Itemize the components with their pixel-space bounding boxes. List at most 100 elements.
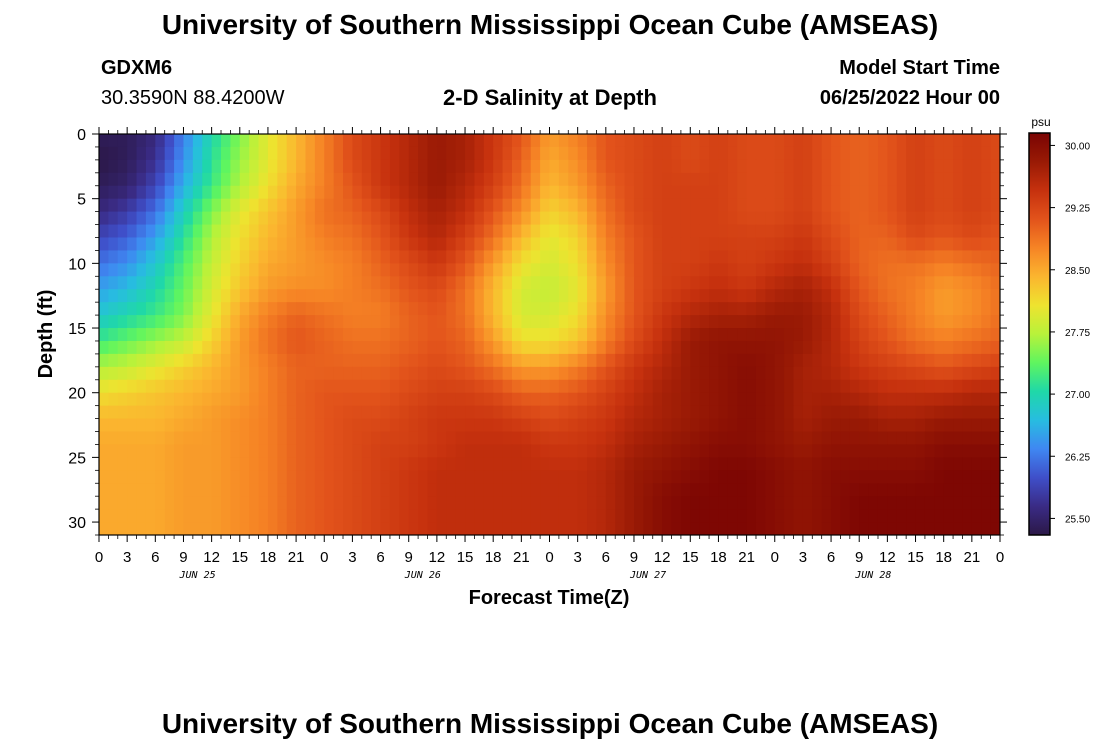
heatmap-cell [352, 340, 363, 355]
heatmap-cell [455, 159, 466, 174]
heatmap-cell [389, 263, 400, 277]
heatmap-cell [699, 198, 710, 213]
heatmap-cell [718, 172, 729, 187]
heatmap-cell [286, 159, 297, 174]
x-tick-label: 6 [376, 549, 384, 566]
heatmap-cell [183, 405, 194, 420]
heatmap-cell [249, 353, 260, 368]
heatmap-cell [324, 146, 335, 161]
heatmap-cell [671, 198, 682, 213]
heatmap-cell [624, 237, 635, 252]
heatmap-cell [258, 509, 269, 523]
heatmap-cell [343, 431, 354, 446]
heatmap-cell [502, 315, 513, 329]
heatmap-cell [408, 392, 419, 407]
heatmap-cell [108, 250, 119, 264]
heatmap-cell [709, 353, 720, 368]
heatmap-cell [549, 470, 560, 484]
heatmap-cell [230, 302, 241, 316]
heatmap-cell [99, 470, 109, 484]
heatmap-cell [690, 134, 701, 148]
heatmap-cell [474, 315, 485, 329]
heatmap-cell [333, 198, 344, 213]
heatmap-cell [286, 328, 297, 342]
heatmap-cell [568, 431, 579, 446]
heatmap-cell [389, 379, 400, 394]
heatmap-cell [230, 379, 241, 394]
heatmap-cell [221, 211, 231, 226]
heatmap-cell [962, 198, 973, 213]
heatmap-cell [474, 522, 485, 535]
heatmap-cell [643, 483, 654, 497]
heatmap-cell [155, 134, 166, 148]
heatmap-cell [324, 276, 335, 290]
heatmap-cell [389, 198, 400, 213]
heatmap-cell [267, 457, 278, 471]
heatmap-cell [962, 172, 973, 187]
heatmap-cell [192, 496, 203, 510]
heatmap-cell [812, 509, 823, 523]
heatmap-cell [211, 224, 222, 239]
heatmap-cell [924, 172, 935, 187]
heatmap-cell [511, 431, 522, 446]
heatmap-cell [802, 276, 813, 290]
heatmap-cell [859, 134, 870, 148]
heatmap-cell [577, 146, 588, 161]
heatmap-cell [718, 418, 729, 433]
heatmap-cell [821, 496, 832, 510]
heatmap-cell [784, 263, 795, 277]
heatmap-cell [174, 340, 185, 355]
heatmap-cell [127, 509, 138, 523]
heatmap-cell [418, 302, 429, 316]
heatmap-cell [230, 483, 241, 497]
y-tick-label: 5 [77, 192, 86, 209]
heatmap-cell [821, 405, 832, 420]
heatmap-cell [530, 353, 541, 368]
heatmap-cell [286, 353, 297, 368]
heatmap-cell [877, 483, 888, 497]
heatmap-cell [877, 276, 888, 290]
heatmap-cell [230, 431, 241, 446]
heatmap-cell [877, 379, 888, 394]
heatmap-cell [821, 315, 832, 329]
heatmap-cell [389, 340, 400, 355]
heatmap-cell [709, 328, 720, 342]
heatmap-cell [361, 250, 372, 264]
heatmap-cell [934, 211, 945, 226]
heatmap-cell [99, 483, 109, 497]
heatmap-cell [971, 198, 982, 213]
heatmap-cell [662, 496, 673, 510]
heatmap-cell [540, 276, 551, 290]
heatmap-cell [408, 496, 419, 510]
heatmap-cell [671, 457, 682, 471]
heatmap-cell [136, 366, 147, 381]
heatmap-cell [802, 172, 813, 187]
heatmap-cell [483, 289, 494, 303]
heatmap-cell [296, 315, 307, 329]
heatmap-cell [727, 405, 738, 420]
heatmap-cell [990, 250, 1000, 264]
heatmap-cell [249, 146, 260, 161]
heatmap-cell [521, 444, 532, 458]
heatmap-cell [596, 340, 607, 355]
heatmap-cell [314, 405, 325, 420]
heatmap-cell [680, 340, 691, 355]
heatmap-cell [455, 457, 466, 471]
heatmap-cell [296, 198, 307, 213]
heatmap-cell [399, 224, 410, 239]
heatmap-cell [624, 470, 635, 484]
heatmap-cell [239, 263, 250, 277]
heatmap-cell [906, 483, 917, 497]
heatmap-cell [155, 198, 166, 213]
heatmap-cell [624, 198, 635, 213]
heatmap-cell [202, 146, 213, 161]
heatmap-cell [558, 289, 569, 303]
heatmap-cell [389, 496, 400, 510]
heatmap-cell [352, 224, 363, 239]
heatmap-cell [164, 146, 175, 161]
heatmap-cell [624, 211, 635, 226]
heatmap-cell [587, 392, 598, 407]
heatmap-cell [305, 405, 316, 420]
heatmap-cell [164, 159, 175, 174]
heatmap-cell [633, 237, 644, 252]
